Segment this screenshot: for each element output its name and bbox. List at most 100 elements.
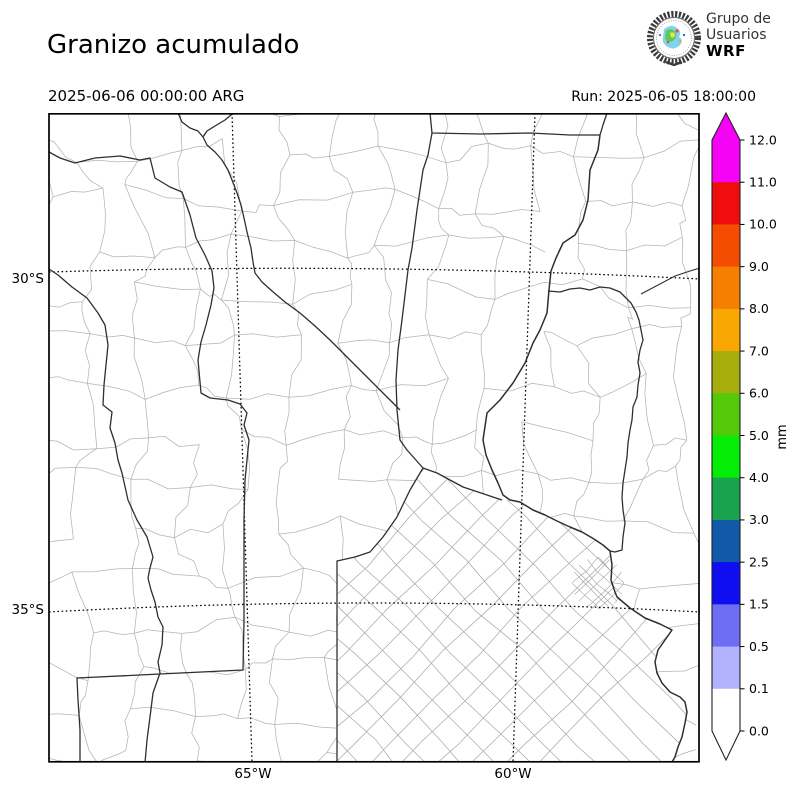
department-line bbox=[676, 113, 700, 135]
department-line bbox=[225, 397, 242, 430]
colorbar-tick-label: 4.0 bbox=[749, 470, 769, 485]
department-line bbox=[49, 301, 83, 308]
map-frame bbox=[48, 113, 700, 763]
department-line bbox=[622, 520, 694, 534]
department-line bbox=[481, 469, 539, 476]
department-line bbox=[673, 326, 683, 378]
department-line bbox=[289, 629, 343, 637]
department-line bbox=[639, 582, 700, 590]
department-line bbox=[572, 557, 624, 609]
department-line bbox=[328, 113, 341, 157]
department-line bbox=[388, 292, 393, 343]
colorbar-tick-label: 2.5 bbox=[749, 554, 769, 569]
colorbar-tick-label: 7.0 bbox=[749, 343, 769, 358]
department-line bbox=[337, 468, 569, 762]
border-chaco-corrientes bbox=[599, 113, 608, 136]
department-line bbox=[71, 568, 133, 573]
border-corrientes-entrerios-uruguay-river bbox=[547, 286, 644, 553]
colorbar-tick-label: 0.1 bbox=[749, 681, 769, 696]
department-line bbox=[351, 385, 377, 391]
department-line bbox=[40, 378, 42, 439]
department-line bbox=[130, 706, 196, 717]
department-line bbox=[438, 208, 450, 236]
department-line bbox=[397, 468, 687, 762]
department-line bbox=[373, 189, 396, 246]
department-line bbox=[681, 237, 691, 308]
department-line bbox=[40, 305, 42, 331]
colorbar-segment bbox=[712, 266, 740, 310]
department-line bbox=[180, 633, 187, 673]
department-line bbox=[337, 468, 611, 762]
department-line bbox=[572, 557, 624, 609]
department-line bbox=[90, 333, 135, 339]
department-line bbox=[588, 440, 594, 483]
department-line bbox=[375, 377, 449, 391]
department-line bbox=[337, 468, 687, 762]
department-line bbox=[190, 484, 249, 490]
department-line bbox=[680, 307, 691, 327]
department-line bbox=[130, 437, 150, 480]
department-line bbox=[40, 428, 194, 763]
department-line bbox=[446, 142, 489, 164]
colorbar-segment bbox=[712, 182, 740, 226]
lat-tick-35s: 35°S bbox=[11, 602, 45, 618]
department-line bbox=[148, 435, 200, 447]
colorbar-segment bbox=[712, 140, 740, 183]
department-line bbox=[145, 384, 199, 400]
colorbar-tick-label: 1.5 bbox=[749, 597, 769, 612]
department-line bbox=[576, 328, 632, 347]
colorbar-tick-label: 10.0 bbox=[749, 217, 777, 232]
department-line bbox=[375, 342, 390, 391]
department-line bbox=[386, 437, 404, 480]
department-line bbox=[389, 468, 687, 762]
department-line bbox=[220, 233, 232, 301]
border-sanjuan-sanluis-west bbox=[49, 268, 164, 762]
department-line bbox=[347, 257, 353, 285]
department-line bbox=[337, 468, 501, 762]
department-line bbox=[134, 629, 182, 634]
department-line bbox=[199, 575, 229, 589]
department-line bbox=[49, 330, 91, 335]
department-line bbox=[428, 331, 482, 340]
department-line bbox=[573, 156, 645, 159]
department-line bbox=[626, 236, 683, 251]
department-line bbox=[474, 143, 489, 214]
department-line bbox=[337, 339, 390, 344]
department-line bbox=[582, 278, 629, 309]
department-line bbox=[49, 467, 76, 475]
department-line bbox=[154, 246, 186, 258]
department-line bbox=[337, 468, 365, 762]
department-line bbox=[572, 557, 613, 609]
department-line bbox=[530, 113, 544, 146]
department-line bbox=[537, 473, 543, 519]
department-line bbox=[337, 468, 577, 762]
department-line bbox=[521, 421, 539, 475]
department-line bbox=[448, 234, 505, 239]
department-line bbox=[191, 716, 200, 761]
department-line bbox=[78, 680, 89, 716]
department-line bbox=[337, 468, 679, 762]
department-line bbox=[230, 210, 243, 235]
department-line bbox=[221, 299, 235, 336]
department-line bbox=[76, 159, 138, 163]
department-line bbox=[222, 524, 229, 589]
department-line bbox=[130, 666, 145, 709]
department-line bbox=[40, 330, 41, 378]
department-line bbox=[572, 557, 624, 609]
department-line bbox=[292, 240, 296, 305]
department-line bbox=[185, 233, 232, 248]
department-line bbox=[642, 465, 676, 480]
gridline-60w bbox=[512, 113, 536, 762]
department-line bbox=[543, 331, 577, 347]
department-line bbox=[288, 385, 352, 398]
border-catamarca-santiago bbox=[177, 113, 401, 411]
department-line bbox=[427, 234, 450, 280]
hail-map bbox=[40, 113, 700, 763]
department-line bbox=[588, 478, 644, 484]
department-line bbox=[99, 251, 155, 259]
colorbar-segment bbox=[712, 308, 740, 352]
department-line bbox=[653, 437, 687, 446]
logo-radar-blob bbox=[658, 25, 686, 49]
department-line bbox=[328, 156, 354, 193]
department-line bbox=[144, 399, 150, 438]
